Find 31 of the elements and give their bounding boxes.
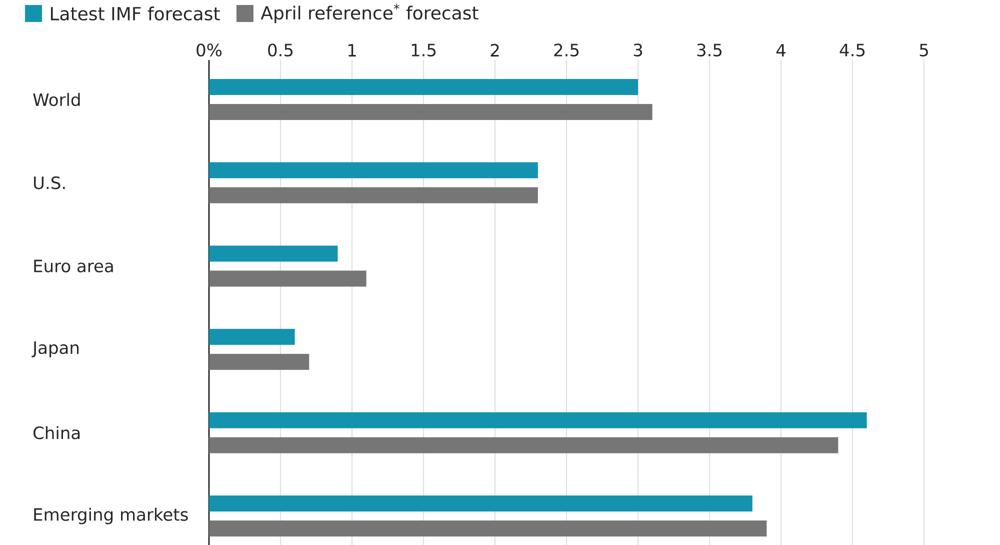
- y-tick-label: China: [34, 426, 80, 440]
- x-tick-label: 1: [348, 44, 356, 56]
- bar: [209, 78, 638, 95]
- x-tick-label: 4.5: [840, 44, 865, 56]
- bar: [209, 328, 295, 345]
- x-tick-label: 4: [776, 44, 786, 56]
- bar: [209, 187, 538, 204]
- bar: [209, 354, 310, 370]
- legend-label: Latest IMF forecast: [50, 6, 220, 20]
- x-tick-label: 2: [490, 44, 499, 56]
- x-tick-label: 3: [634, 44, 642, 56]
- x-tick-label: 5: [920, 44, 928, 56]
- bar: [209, 104, 652, 120]
- bar: [209, 162, 538, 178]
- y-tick-label: Euro area: [34, 260, 113, 272]
- x-tick-label: 1.5: [412, 44, 436, 56]
- y-tick-label: Japan: [32, 341, 79, 358]
- bar: [209, 246, 338, 262]
- legend-label: April reference$^{*}$ forecast: [260, 4, 478, 24]
- x-tick-label: 2.5: [554, 44, 579, 56]
- bar: [209, 437, 838, 454]
- y-tick-label: U.S.: [34, 176, 65, 190]
- bar: [209, 270, 366, 287]
- y-tick-label: World: [33, 92, 80, 106]
- bar: [209, 412, 867, 428]
- y-tick-label: Emerging markets: [34, 508, 188, 524]
- x-tick-label: 3.5: [697, 44, 722, 56]
- x-tick-label: 0.5: [268, 44, 293, 56]
- bar: [209, 520, 767, 536]
- bar: [209, 495, 752, 512]
- x-tick-label: 0%: [196, 44, 222, 56]
